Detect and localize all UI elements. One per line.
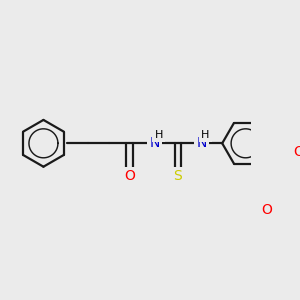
Text: H: H xyxy=(154,130,163,140)
Text: O: O xyxy=(261,202,272,217)
Text: H: H xyxy=(201,130,210,140)
Text: N: N xyxy=(196,136,206,150)
Text: N: N xyxy=(149,136,160,150)
Text: O: O xyxy=(124,169,135,183)
Text: O: O xyxy=(294,146,300,159)
Text: S: S xyxy=(174,169,182,183)
